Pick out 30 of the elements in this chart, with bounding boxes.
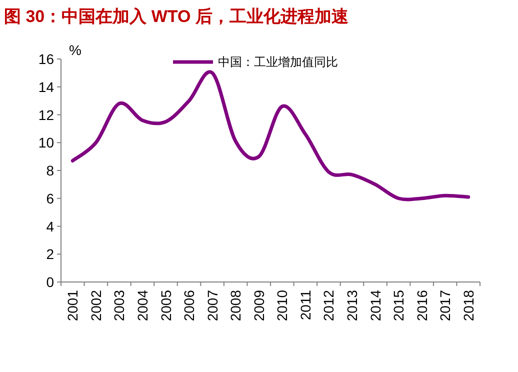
- y-tick-label: 10: [38, 134, 54, 151]
- x-tick-label: 2005: [158, 290, 174, 322]
- y-tick-label: 6: [46, 190, 54, 206]
- y-tick-label: 16: [38, 51, 54, 67]
- x-tick-label: 2006: [181, 290, 198, 322]
- x-tick-label: 2003: [111, 290, 128, 322]
- y-tick-label: 14: [38, 78, 54, 95]
- x-tick-label: 2015: [390, 290, 407, 322]
- x-tick-label: 2018: [460, 290, 476, 322]
- y-axis-title: %: [69, 42, 82, 58]
- x-tick-label: 2013: [344, 290, 360, 322]
- x-tick-label: 2011: [297, 290, 314, 320]
- x-tick-label: 2001: [64, 290, 81, 322]
- x-tick-label: 2012: [320, 290, 337, 322]
- x-tick-label: 2007: [204, 290, 220, 322]
- x-tick-label: 2016: [414, 290, 430, 322]
- x-tick-label: 2014: [367, 290, 384, 322]
- x-tick-label: 2017: [437, 290, 454, 322]
- legend-label: 中国：工业增加值同比: [218, 55, 338, 69]
- x-tick-label: 2009: [250, 290, 267, 322]
- y-tick-label: 0: [46, 274, 54, 290]
- x-tick-label: 2010: [274, 290, 290, 322]
- x-tick-label: 2008: [228, 290, 244, 322]
- y-tick-label: 2: [46, 246, 54, 262]
- x-tick-label: 2002: [88, 290, 104, 322]
- y-tick-label: 12: [38, 106, 54, 123]
- y-tick-label: 8: [46, 162, 54, 178]
- chart-title: 图 30：中国在加入 WTO 后，工业化进程加速: [4, 7, 348, 26]
- y-tick-label: 4: [46, 218, 54, 234]
- x-tick-label: 2004: [134, 290, 150, 322]
